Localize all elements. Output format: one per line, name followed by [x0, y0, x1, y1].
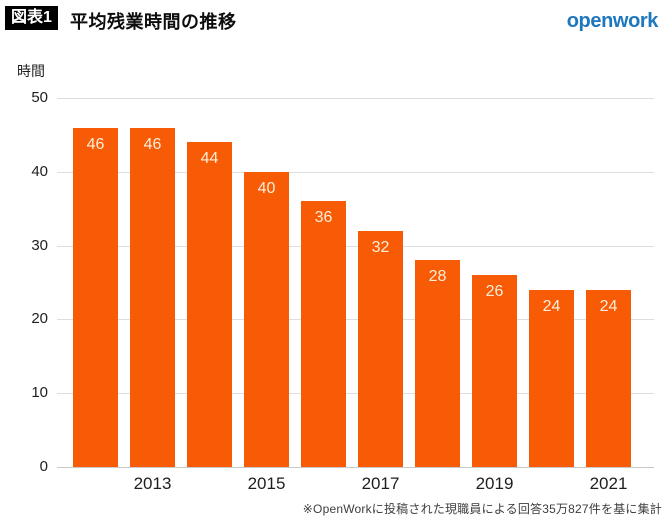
bar-value-label: 26 [485, 283, 504, 301]
bar: 36 [301, 201, 346, 467]
x-axis-line [57, 467, 654, 468]
bar-value-label: 28 [428, 268, 447, 286]
y-tick-label: 30 [31, 236, 48, 254]
bar-value-label: 32 [371, 238, 390, 256]
figure-tag-badge: 図表1 [5, 6, 58, 30]
x-tick-label: 2019 [475, 474, 514, 493]
gridline [57, 245, 654, 247]
bar-value-label: 24 [599, 297, 618, 315]
x-tick-label: 2017 [361, 474, 400, 493]
y-tick-label: 50 [31, 89, 48, 106]
bar: 40 [244, 171, 289, 467]
page-title: 平均残業時間の推移 [70, 12, 237, 32]
y-tick-label: 10 [31, 384, 48, 402]
bar-value-label: 36 [314, 209, 333, 227]
y-tick-label: 20 [31, 310, 48, 328]
bar-value-label: 44 [200, 150, 219, 168]
bar: 44 [187, 142, 232, 467]
gridline [57, 171, 654, 173]
y-tick-label: 40 [31, 162, 48, 180]
bar-value-label: 46 [143, 135, 162, 153]
bar: 24 [529, 289, 574, 467]
bar: 24 [586, 289, 631, 467]
bar: 32 [358, 230, 403, 467]
x-tick-label: 2013 [133, 474, 172, 493]
gridline [57, 319, 654, 321]
bar: 46 [130, 127, 175, 467]
bar: 26 [472, 275, 517, 467]
y-tick-label: 0 [39, 458, 48, 475]
y-axis-unit-label: 時間 [17, 63, 45, 79]
gridline [57, 98, 654, 99]
gridline [57, 393, 654, 395]
bar: 28 [415, 260, 460, 467]
x-tick-label: 2021 [589, 474, 628, 493]
bar-value-label: 24 [542, 297, 561, 315]
openwork-logo: openwork [566, 10, 659, 32]
bar-value-label: 46 [86, 135, 105, 153]
bar: 46 [73, 127, 118, 467]
footnote: ※OpenWorkに投稿された現職員による回答35万827件を基に集計 [302, 502, 662, 516]
bar-value-label: 40 [257, 179, 276, 197]
bar-chart-plot: 46 46 44 40 36 32 28 26 24 24 [57, 98, 654, 468]
x-tick-label: 2015 [247, 474, 286, 493]
